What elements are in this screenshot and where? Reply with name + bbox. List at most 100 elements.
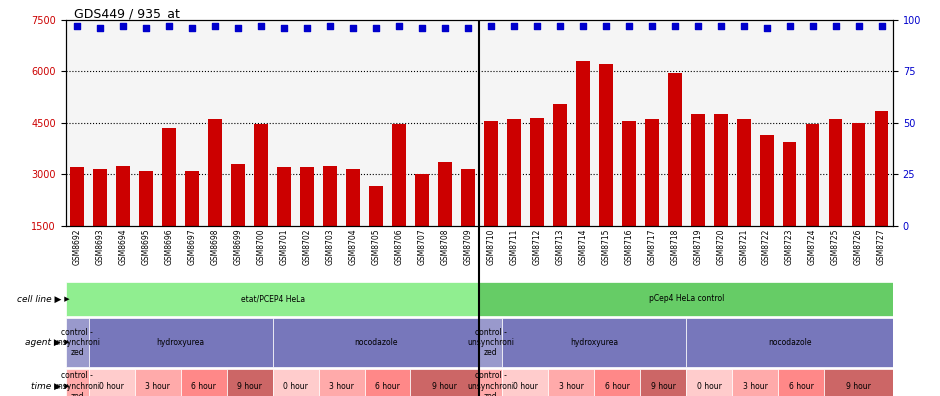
- FancyBboxPatch shape: [479, 318, 502, 367]
- Text: GSM8703: GSM8703: [325, 228, 335, 265]
- Bar: [852, 123, 866, 277]
- Text: 9 hour: 9 hour: [846, 382, 871, 390]
- Text: GSM8719: GSM8719: [693, 228, 702, 265]
- Text: control -
unsynchroni
zed: control - unsynchroni zed: [54, 371, 101, 396]
- Text: 3 hour: 3 hour: [559, 382, 584, 390]
- FancyBboxPatch shape: [502, 369, 548, 396]
- FancyBboxPatch shape: [273, 369, 319, 396]
- FancyBboxPatch shape: [411, 369, 479, 396]
- FancyBboxPatch shape: [365, 369, 411, 396]
- Text: 0 hour: 0 hour: [697, 382, 722, 390]
- Text: GSM8708: GSM8708: [441, 228, 449, 265]
- Bar: [277, 168, 291, 277]
- Text: GSM8724: GSM8724: [808, 228, 817, 265]
- Text: 0 hour: 0 hour: [513, 382, 538, 390]
- Point: [621, 23, 636, 29]
- FancyBboxPatch shape: [66, 282, 479, 316]
- Bar: [599, 65, 613, 277]
- FancyBboxPatch shape: [134, 369, 180, 396]
- Text: hydroxyurea: hydroxyurea: [571, 338, 619, 347]
- Point: [437, 25, 452, 31]
- Text: ▶: ▶: [62, 339, 70, 346]
- Point: [667, 23, 682, 29]
- Bar: [760, 135, 774, 277]
- Point: [230, 25, 245, 31]
- Bar: [461, 169, 475, 277]
- FancyBboxPatch shape: [479, 369, 502, 396]
- Bar: [139, 171, 153, 277]
- Bar: [645, 119, 659, 277]
- Text: GSM8705: GSM8705: [371, 228, 381, 265]
- Bar: [346, 169, 360, 277]
- Text: pCep4 HeLa control: pCep4 HeLa control: [649, 295, 724, 303]
- Bar: [691, 114, 705, 277]
- Bar: [209, 119, 222, 277]
- Point: [736, 23, 751, 29]
- Bar: [576, 61, 589, 277]
- Text: GSM8723: GSM8723: [785, 228, 794, 265]
- Text: GSM8697: GSM8697: [188, 228, 196, 265]
- Text: GSM8710: GSM8710: [486, 228, 495, 265]
- Bar: [415, 174, 429, 277]
- FancyBboxPatch shape: [502, 318, 686, 367]
- Point: [713, 23, 728, 29]
- Text: 0 hour: 0 hour: [283, 382, 308, 390]
- Bar: [713, 114, 728, 277]
- Text: GSM8699: GSM8699: [234, 228, 243, 265]
- Text: 0 hour: 0 hour: [100, 382, 124, 390]
- Text: GSM8721: GSM8721: [739, 228, 748, 265]
- Text: GSM8709: GSM8709: [463, 228, 473, 265]
- Text: nocodazole: nocodazole: [354, 338, 398, 347]
- Point: [391, 23, 406, 29]
- Text: GSM8704: GSM8704: [349, 228, 357, 265]
- Point: [208, 23, 223, 29]
- Bar: [254, 124, 268, 277]
- Bar: [185, 171, 199, 277]
- Bar: [70, 168, 85, 277]
- Text: GSM8717: GSM8717: [648, 228, 656, 265]
- Text: GSM8711: GSM8711: [509, 228, 518, 265]
- Point: [874, 23, 889, 29]
- Bar: [667, 73, 682, 277]
- Text: ▶: ▶: [62, 383, 70, 389]
- Text: GSM8707: GSM8707: [417, 228, 427, 265]
- Point: [276, 25, 291, 31]
- Text: 6 hour: 6 hour: [604, 382, 630, 390]
- Text: GSM8714: GSM8714: [578, 228, 588, 265]
- Text: 9 hour: 9 hour: [237, 382, 262, 390]
- FancyBboxPatch shape: [66, 318, 88, 367]
- Text: 9 hour: 9 hour: [432, 382, 458, 390]
- Point: [93, 25, 108, 31]
- Point: [575, 23, 590, 29]
- Point: [483, 23, 498, 29]
- Text: 6 hour: 6 hour: [375, 382, 400, 390]
- Text: GSM8720: GSM8720: [716, 228, 725, 265]
- Point: [461, 25, 476, 31]
- Text: GSM8706: GSM8706: [395, 228, 403, 265]
- Text: time ▶: time ▶: [31, 382, 61, 390]
- Bar: [231, 164, 245, 277]
- Bar: [300, 168, 314, 277]
- Text: hydroxyurea: hydroxyurea: [157, 338, 205, 347]
- Text: GSM8693: GSM8693: [96, 228, 104, 265]
- FancyBboxPatch shape: [686, 318, 893, 367]
- FancyBboxPatch shape: [273, 318, 479, 367]
- Bar: [874, 111, 888, 277]
- Text: cell line ▶: cell line ▶: [17, 295, 61, 303]
- Bar: [622, 121, 635, 277]
- Text: GSM8692: GSM8692: [72, 228, 82, 265]
- Text: 9 hour: 9 hour: [650, 382, 676, 390]
- Text: GSM8701: GSM8701: [279, 228, 289, 265]
- FancyBboxPatch shape: [640, 369, 686, 396]
- Point: [598, 23, 613, 29]
- Point: [346, 25, 361, 31]
- Text: GSM8726: GSM8726: [854, 228, 863, 265]
- Text: GSM8713: GSM8713: [556, 228, 564, 265]
- Text: GSM8716: GSM8716: [624, 228, 634, 265]
- FancyBboxPatch shape: [66, 369, 88, 396]
- Bar: [117, 166, 130, 277]
- Bar: [829, 119, 842, 277]
- FancyBboxPatch shape: [319, 369, 365, 396]
- Text: 6 hour: 6 hour: [191, 382, 216, 390]
- Text: GSM8700: GSM8700: [257, 228, 266, 265]
